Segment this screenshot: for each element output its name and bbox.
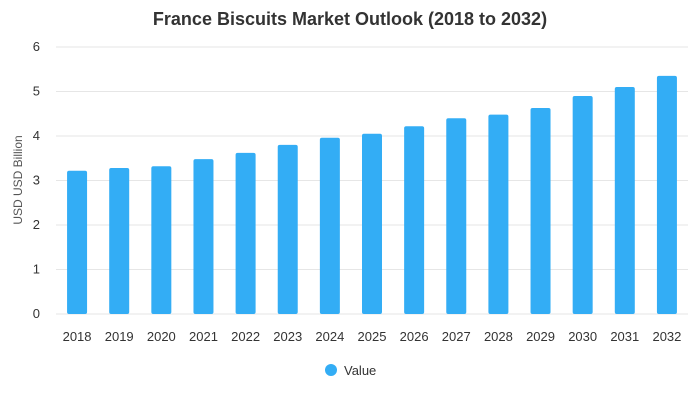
legend-label-value: Value [344, 363, 376, 378]
x-tick-label-2018: 2018 [63, 329, 92, 344]
bar-2022[interactable] [235, 152, 256, 314]
y-tick-label: 4 [33, 128, 40, 143]
bar-2029[interactable] [530, 107, 551, 314]
bar-2031[interactable] [614, 87, 635, 314]
bars [67, 75, 677, 315]
x-tick-label-2024: 2024 [315, 329, 344, 344]
x-tick-label-2023: 2023 [273, 329, 302, 344]
y-tick-label: 3 [33, 173, 40, 188]
bar-2032[interactable] [656, 75, 677, 314]
y-tick-label: 1 [33, 262, 40, 277]
y-tick-labels: 0 1 2 3 4 5 6 [33, 39, 40, 321]
bar-2019[interactable] [109, 168, 130, 314]
x-tick-label-2019: 2019 [105, 329, 134, 344]
y-tick-label: 2 [33, 217, 40, 232]
x-tick-label-2025: 2025 [358, 329, 387, 344]
x-tick-label-2020: 2020 [147, 329, 176, 344]
x-tick-label-2021: 2021 [189, 329, 218, 344]
bar-2020[interactable] [151, 166, 172, 314]
x-tick-label-2032: 2032 [652, 329, 681, 344]
x-tick-label-2022: 2022 [231, 329, 260, 344]
y-axis-label: USD USD Billion [11, 135, 25, 224]
bar-2026[interactable] [404, 126, 425, 315]
chart-title: France Biscuits Market Outlook (2018 to … [153, 9, 547, 29]
legend-marker-value [325, 364, 337, 376]
legend[interactable]: Value [325, 363, 376, 378]
bar-2025[interactable] [362, 133, 382, 314]
y-tick-label: 6 [33, 39, 40, 54]
bar-2023[interactable] [277, 144, 298, 314]
bar-2024[interactable] [319, 137, 340, 314]
x-tick-label-2031: 2031 [610, 329, 639, 344]
x-tick-label-2028: 2028 [484, 329, 513, 344]
x-tick-label-2029: 2029 [526, 329, 555, 344]
y-tick-label: 0 [33, 306, 40, 321]
x-tick-label-2026: 2026 [400, 329, 429, 344]
bar-2021[interactable] [193, 159, 214, 314]
bar-2018[interactable] [67, 170, 88, 314]
y-tick-label: 5 [33, 84, 40, 99]
x-tick-label-2027: 2027 [442, 329, 471, 344]
bar-2028[interactable] [488, 114, 509, 314]
x-tick-label-2030: 2030 [568, 329, 597, 344]
bar-2027[interactable] [446, 118, 467, 314]
x-tick-labels: 2018 2019 2020 2021 2022 2023 2024 2025 2026 2027… [63, 329, 682, 344]
bar-2030[interactable] [572, 95, 593, 314]
